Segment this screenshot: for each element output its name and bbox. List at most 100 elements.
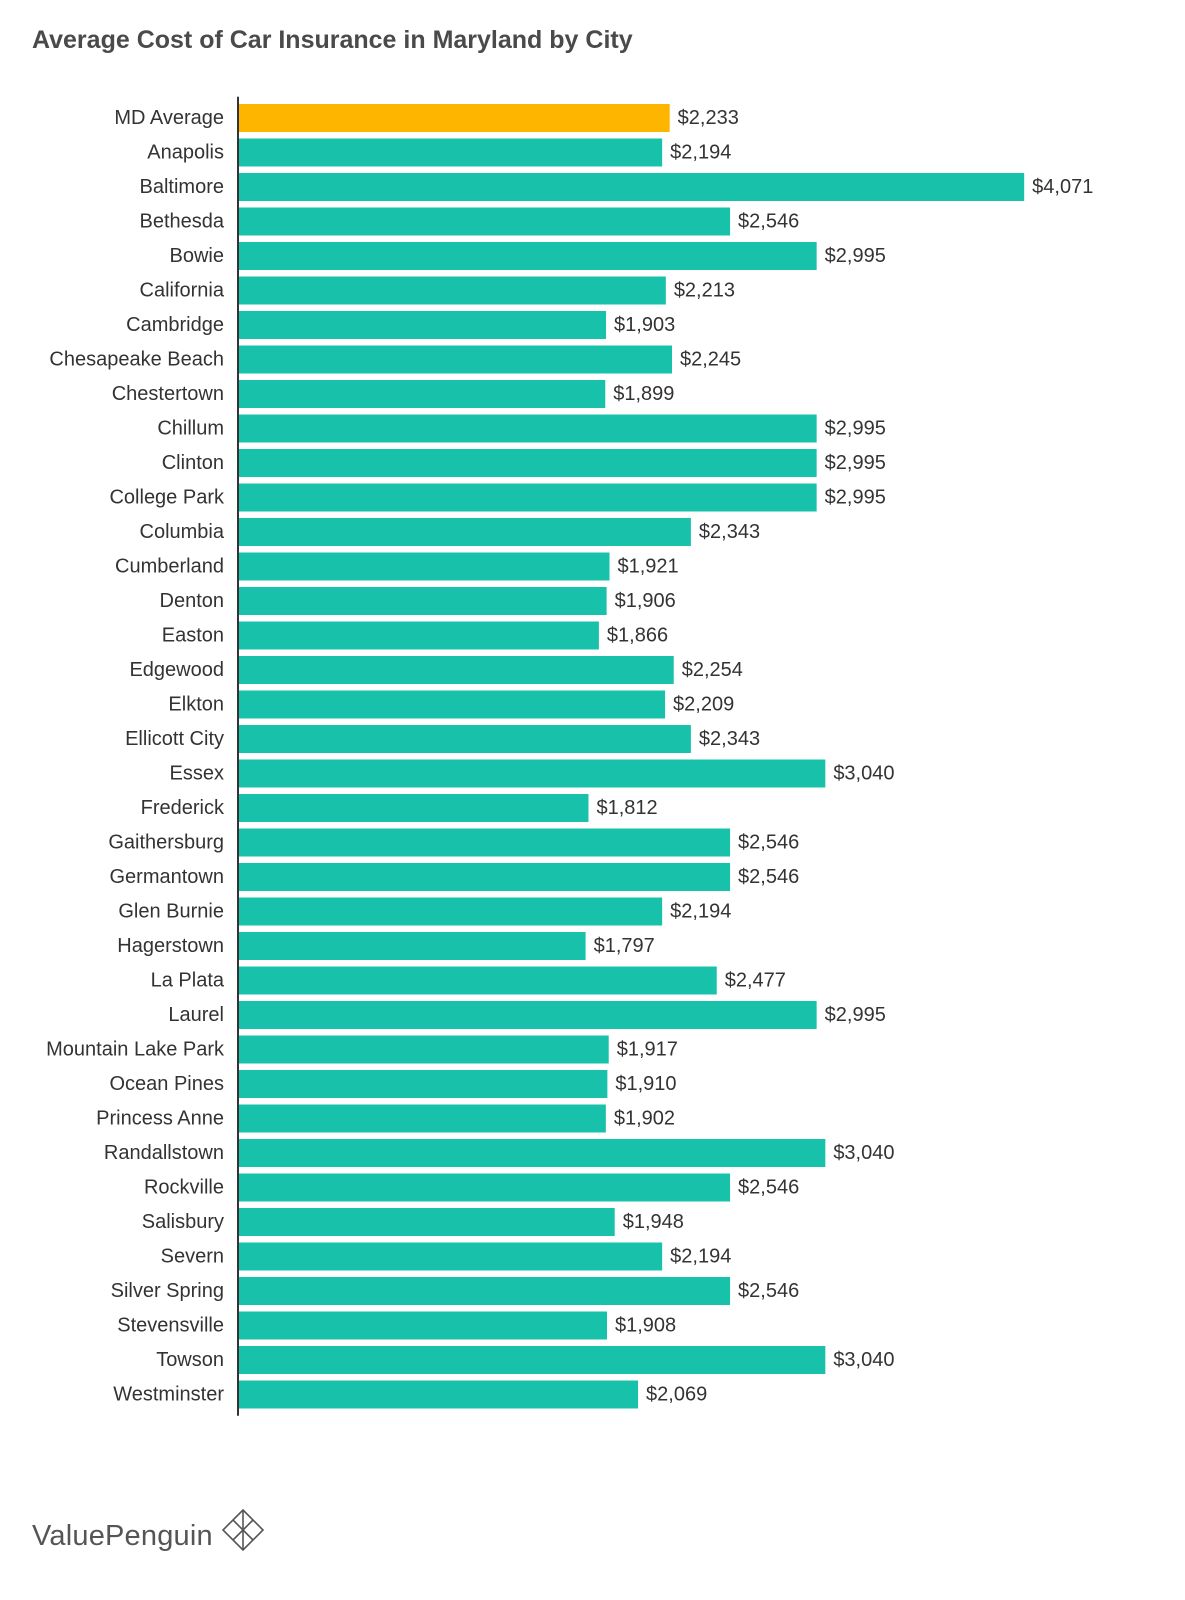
category-label: Randallstown	[104, 1142, 224, 1164]
value-label: $1,866	[607, 625, 668, 647]
category-label: Elkton	[168, 694, 224, 716]
category-label: Denton	[160, 590, 225, 612]
bar	[239, 242, 817, 270]
category-label: Anapolis	[147, 142, 224, 164]
bar	[239, 656, 674, 684]
bar	[239, 173, 1025, 201]
bar	[239, 794, 589, 822]
value-label: $2,254	[682, 659, 743, 681]
category-label: Mountain Lake Park	[46, 1039, 225, 1061]
value-label: $3,040	[833, 763, 894, 785]
value-label: $2,209	[673, 694, 734, 716]
bar	[239, 828, 731, 857]
category-label: Chillum	[157, 418, 224, 440]
category-label: Princess Anne	[96, 1108, 224, 1130]
category-label: Clinton	[162, 452, 224, 474]
value-label: $2,995	[825, 245, 886, 267]
category-label: La Plata	[151, 970, 225, 992]
value-label: $4,071	[1032, 176, 1093, 198]
value-label: $2,995	[825, 487, 886, 509]
category-label: Germantown	[110, 866, 225, 888]
brand-name: ValuePenguin	[32, 1520, 213, 1552]
category-label: Essex	[170, 763, 224, 785]
category-label: Bowie	[170, 245, 224, 267]
bar	[239, 483, 817, 512]
value-label: $2,069	[646, 1384, 707, 1406]
value-label: $2,233	[678, 107, 739, 129]
footer-brand: ValuePenguin	[32, 1508, 265, 1553]
value-label: $1,797	[594, 935, 655, 957]
valuepenguin-logo-icon	[221, 1508, 264, 1551]
bar	[239, 104, 670, 132]
bar	[239, 1311, 607, 1340]
category-label: Cambridge	[126, 314, 224, 336]
category-label: Hagerstown	[117, 935, 224, 957]
value-label: $2,213	[674, 280, 735, 302]
bar	[239, 552, 610, 581]
category-label: Ocean Pines	[109, 1073, 224, 1095]
category-label: California	[140, 280, 225, 302]
category-label: Bethesda	[139, 211, 224, 233]
bar	[239, 1104, 606, 1133]
value-label: $2,343	[699, 521, 760, 543]
category-label: Salisbury	[142, 1211, 224, 1233]
value-label: $2,546	[738, 1280, 799, 1302]
value-label: $1,910	[615, 1073, 676, 1095]
category-label: Laurel	[168, 1004, 224, 1026]
category-label: Rockville	[144, 1177, 224, 1199]
bar	[239, 966, 717, 995]
bar	[239, 587, 607, 615]
bar	[239, 1380, 639, 1409]
category-label: MD Average	[114, 107, 224, 129]
value-label: $2,546	[738, 211, 799, 233]
bar	[239, 1070, 608, 1098]
category-label: Chesapeake Beach	[49, 349, 224, 371]
category-label: Frederick	[141, 797, 225, 819]
value-label: $2,995	[825, 418, 886, 440]
value-label: $1,906	[615, 590, 676, 612]
value-label: $3,040	[833, 1142, 894, 1164]
bar	[239, 1139, 826, 1167]
category-label: College Park	[109, 487, 225, 509]
category-label: Ellicott City	[125, 728, 224, 750]
value-label: $2,194	[670, 1246, 731, 1268]
bar	[239, 414, 817, 443]
value-label: $1,948	[623, 1211, 684, 1233]
bar	[239, 1242, 663, 1271]
bar	[239, 1346, 826, 1374]
value-label: $1,812	[596, 797, 657, 819]
category-label: Columbia	[140, 521, 225, 543]
value-label: $2,194	[670, 142, 731, 164]
chart-title: Average Cost of Car Insurance in Marylan…	[32, 26, 633, 54]
value-label: $2,477	[725, 970, 786, 992]
category-label: Towson	[156, 1349, 224, 1371]
category-label: Severn	[161, 1246, 224, 1268]
value-label: $1,908	[615, 1315, 676, 1337]
value-label: $2,546	[738, 832, 799, 854]
category-label: Silver Spring	[111, 1280, 224, 1302]
value-label: $2,995	[825, 1004, 886, 1026]
value-label: $2,546	[738, 1177, 799, 1199]
category-label: Edgewood	[129, 659, 224, 681]
bar	[239, 449, 817, 477]
bar	[239, 1277, 731, 1305]
bar	[239, 1208, 615, 1236]
bar	[239, 276, 666, 305]
value-label: $2,995	[825, 452, 886, 474]
bar	[239, 690, 666, 719]
value-label: $2,546	[738, 866, 799, 888]
bar	[239, 897, 663, 926]
value-label: $1,903	[614, 314, 675, 336]
bar	[239, 345, 672, 374]
value-label: $1,921	[618, 556, 679, 578]
bar	[239, 311, 607, 339]
bar	[239, 621, 599, 650]
bar	[239, 759, 826, 788]
category-label: Glen Burnie	[118, 901, 224, 923]
bar	[239, 518, 691, 546]
bar	[239, 207, 731, 236]
value-label: $1,902	[614, 1108, 675, 1130]
bar	[239, 1035, 609, 1064]
category-label: Westminster	[113, 1384, 224, 1406]
value-label: $1,917	[617, 1039, 678, 1061]
